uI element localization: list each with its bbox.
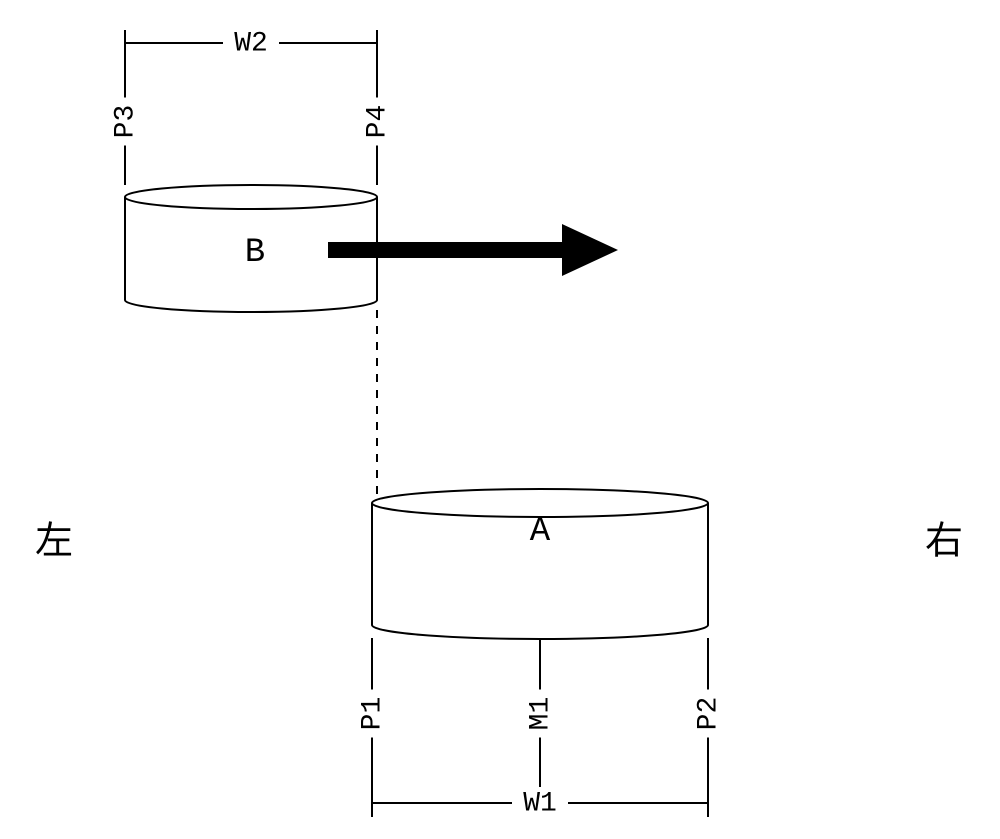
label-p4: P4 (362, 105, 393, 139)
label-left: 左 (35, 521, 73, 563)
label-p3: P3 (110, 105, 141, 139)
label-w1: W1 (523, 788, 557, 819)
diagram-canvas: 左 右 A B W2 W1 P3 P4 P1 M1 P2 (0, 0, 1000, 839)
arrow-right (328, 224, 618, 276)
label-m1: M1 (525, 697, 556, 731)
label-right: 右 (925, 521, 963, 563)
label-w2: W2 (234, 28, 268, 59)
label-b: B (245, 234, 265, 272)
label-a: A (530, 513, 551, 551)
label-p2: P2 (693, 697, 724, 731)
label-p1: P1 (357, 697, 388, 731)
cylinder-a (372, 489, 708, 639)
